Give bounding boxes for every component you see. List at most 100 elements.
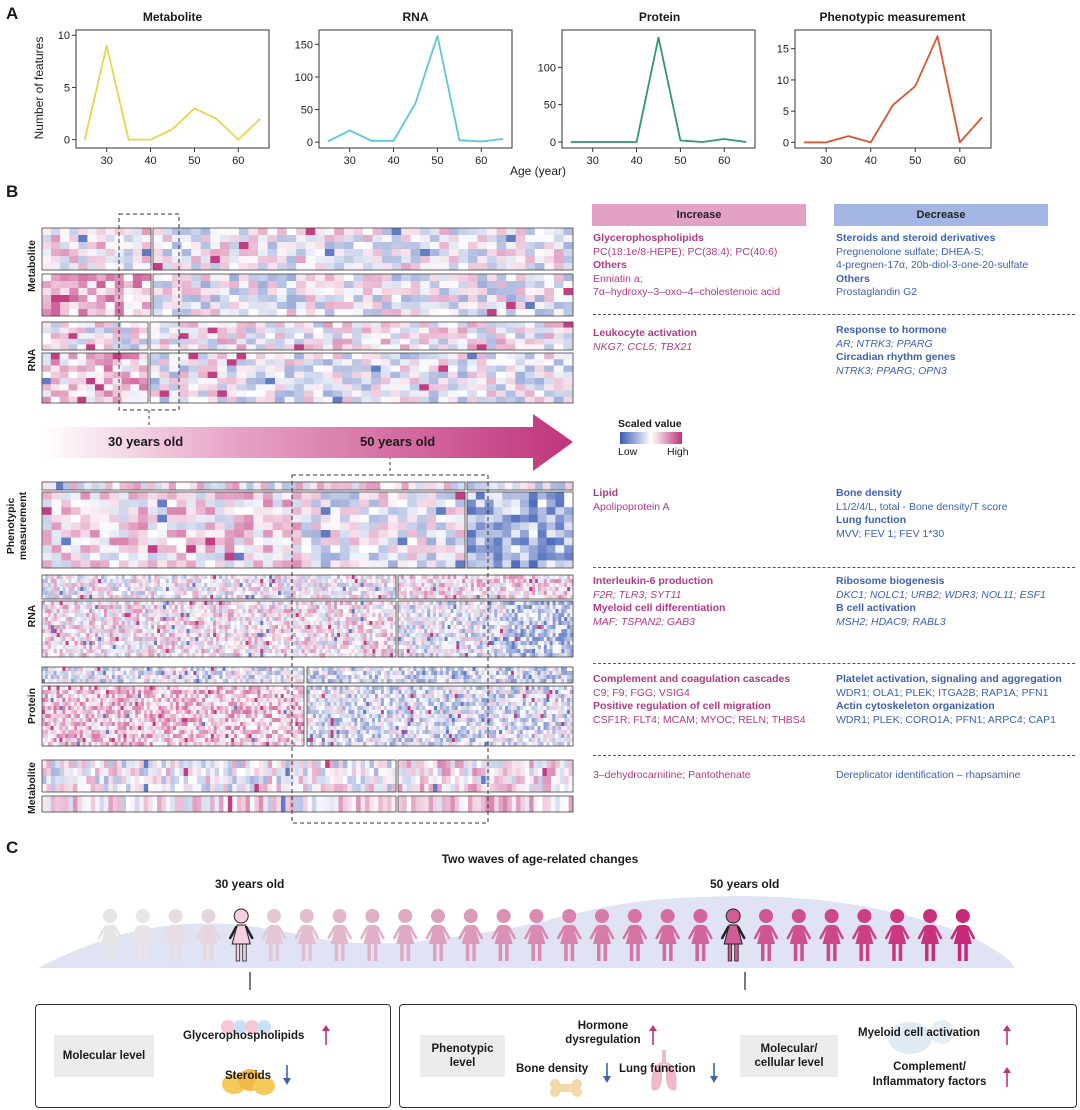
block1-inc-heading-1: Glycerophospholipids xyxy=(593,232,704,244)
block1-decrease: Steroids and steroid derivatives Pregnen… xyxy=(836,232,1076,300)
y-tick-label: 5 xyxy=(64,82,70,94)
highlight-30-box xyxy=(118,213,180,411)
steroid-icon xyxy=(222,1069,275,1095)
heatmap-metabolite-2b-frame xyxy=(397,759,574,793)
x-tick-label: 40 xyxy=(630,155,642,167)
heatmap-rna-2c-frame xyxy=(41,600,397,658)
person-icon xyxy=(425,909,451,961)
block1-dec-heading-2: Others xyxy=(836,272,870,285)
heatmap-rna-1c-frame xyxy=(41,352,149,404)
people-illustration xyxy=(38,896,1015,990)
person-icon xyxy=(261,909,287,961)
heatmap-pheno-strip-a xyxy=(42,482,466,491)
x-tick-label: 60 xyxy=(232,155,244,167)
person-icon xyxy=(884,909,910,961)
lung-function-label: Lung function xyxy=(619,1063,696,1075)
heatmap-rna-1a xyxy=(42,322,149,351)
heatmap-rna-2c xyxy=(42,601,397,658)
block5-increase: Complement and coagulation cascades C9; … xyxy=(593,673,833,727)
person-icon xyxy=(228,908,254,962)
x-tick-label: 60 xyxy=(475,155,487,167)
block5-dec-text-1: WDR1; OLA1; PLEK; ITGA2B; RAP1A; PFN1 xyxy=(836,686,1049,699)
x-tick-label: 50 xyxy=(909,155,921,167)
y-tick-label: 0 xyxy=(783,137,789,149)
person-icon xyxy=(589,909,615,961)
block1-dec-heading-1: Steroids and steroid derivatives xyxy=(836,232,996,244)
block4-dec-text-1: DKC1; NOLC1; URB2; WDR3; NOL11; ESF1 xyxy=(836,588,1046,601)
block2-decrease: Response to hormone AR; NTRK3; PPARG Cir… xyxy=(836,324,1076,378)
heatmap-rna-1b xyxy=(150,322,574,351)
heatmap-rna-2b xyxy=(398,575,574,600)
chart-title-phenotypic: Phenotypic measurement xyxy=(819,10,966,24)
block2-increase: Leukocyte activation NKG7; CCL5; TBX21 xyxy=(593,327,828,354)
heatmap-metabolite-2d xyxy=(398,796,574,813)
block2-dec-heading-2: Circadian rhythm genes xyxy=(836,351,956,363)
block4-inc-text-1: F2R; TLR3; SYT11 xyxy=(593,588,682,601)
chart-title-rna: RNA xyxy=(402,10,429,24)
person-icon xyxy=(720,908,746,962)
x-tick-label: 60 xyxy=(954,155,966,167)
block2-dec-text-1: AR; NTRK3; PPARG xyxy=(836,337,933,350)
y-tick-label: 0 xyxy=(64,135,70,147)
panel-c-label: C xyxy=(6,838,19,857)
block4-decrease: Ribosome biogenesis DKC1; NOLC1; URB2; W… xyxy=(836,575,1076,629)
heatmap-rna-1b-frame xyxy=(149,321,574,351)
heatmap-rna-2d-frame xyxy=(397,600,574,658)
heatmap-protein-d xyxy=(307,686,574,747)
row-label-protein: Protein xyxy=(26,687,38,725)
heatmap-area xyxy=(41,213,574,824)
heatmap-metabolite-2a xyxy=(42,760,397,793)
heatmap-rna-1d-frame xyxy=(149,352,574,404)
chart-frame xyxy=(561,29,756,149)
age-arrow xyxy=(42,414,573,471)
x-tick-label: 30 xyxy=(820,155,832,167)
x-tick-label: 40 xyxy=(387,155,399,167)
increase-header: Increase xyxy=(592,204,806,226)
y-tick-label: 10 xyxy=(777,75,789,87)
age-30-label: 30 years old xyxy=(215,877,285,891)
block1-dec-text-1: Pregnenolone sulfate; DHEA-S; xyxy=(836,245,984,258)
y-tick-label: 100 xyxy=(538,62,556,74)
chart-title-metabolite: Metabolite xyxy=(142,10,203,24)
block1-dec-text-2: 4-pregnen-17α, 20b-diol-3-one-20-sulfate xyxy=(836,259,1029,271)
y-tick-label: 150 xyxy=(295,39,313,51)
person-icon xyxy=(392,909,418,961)
block1-inc-text-3: 7α–hydroxy–3–oxo–4–cholestenoic acid xyxy=(593,286,781,298)
block4-dec-heading-2: B cell activation xyxy=(836,602,916,614)
heatmap-metabolite-1d-frame xyxy=(152,273,574,317)
molecular-level-box xyxy=(35,1004,391,1108)
bone-density-label: Bone density xyxy=(516,1063,589,1075)
block3-decrease: Bone density L1/2/4/L, total - Bone dens… xyxy=(836,487,1076,541)
block1-increase: Glycerophospholipids PC(18:1e/8-HEPE); P… xyxy=(593,232,828,300)
y-tick-label: 100 xyxy=(295,72,313,84)
block2-inc-text-1: NKG7; CCL5; TBX21 xyxy=(593,340,693,353)
block3-dec-heading-2: Lung function xyxy=(836,514,906,526)
y-tick-label: 0 xyxy=(550,137,556,149)
person-icon xyxy=(917,909,943,961)
person-icon xyxy=(622,909,648,961)
heatmap-metabolite-2a-frame xyxy=(41,759,397,793)
heatmap-rna-1c xyxy=(42,353,149,404)
scale-gradient xyxy=(620,432,682,444)
x-tick-label: 30 xyxy=(587,155,599,167)
block3-dec-heading-1: Bone density xyxy=(836,487,902,499)
chart-frame xyxy=(75,29,270,149)
up-arrow-icon xyxy=(322,1025,330,1045)
y-tick-label: 10 xyxy=(58,30,70,42)
y-tick-label: 0 xyxy=(307,137,313,149)
down-arrow-icon xyxy=(283,1065,291,1085)
up-arrow-icon xyxy=(1003,1025,1011,1045)
person-icon xyxy=(97,909,123,961)
x-tick-label: 50 xyxy=(188,155,200,167)
block6-inc-text-1: 3–dehydrocarnitine; Pantothenate xyxy=(593,769,751,781)
series-line-metabolite xyxy=(83,44,261,141)
complement-inflammatory-label: Complement/ Inflammatory factors xyxy=(872,1061,987,1088)
block5-inc-heading-1: Complement and coagulation cascades xyxy=(593,673,791,685)
heatmap-metabolite-1c-frame xyxy=(41,273,152,317)
person-icon xyxy=(130,909,156,961)
heatmap-metabolite-2b xyxy=(398,760,574,793)
scale-high: High xyxy=(667,446,689,458)
block4-dec-heading-1: Ribosome biogenesis xyxy=(836,575,945,587)
x-tick-label: 60 xyxy=(718,155,730,167)
